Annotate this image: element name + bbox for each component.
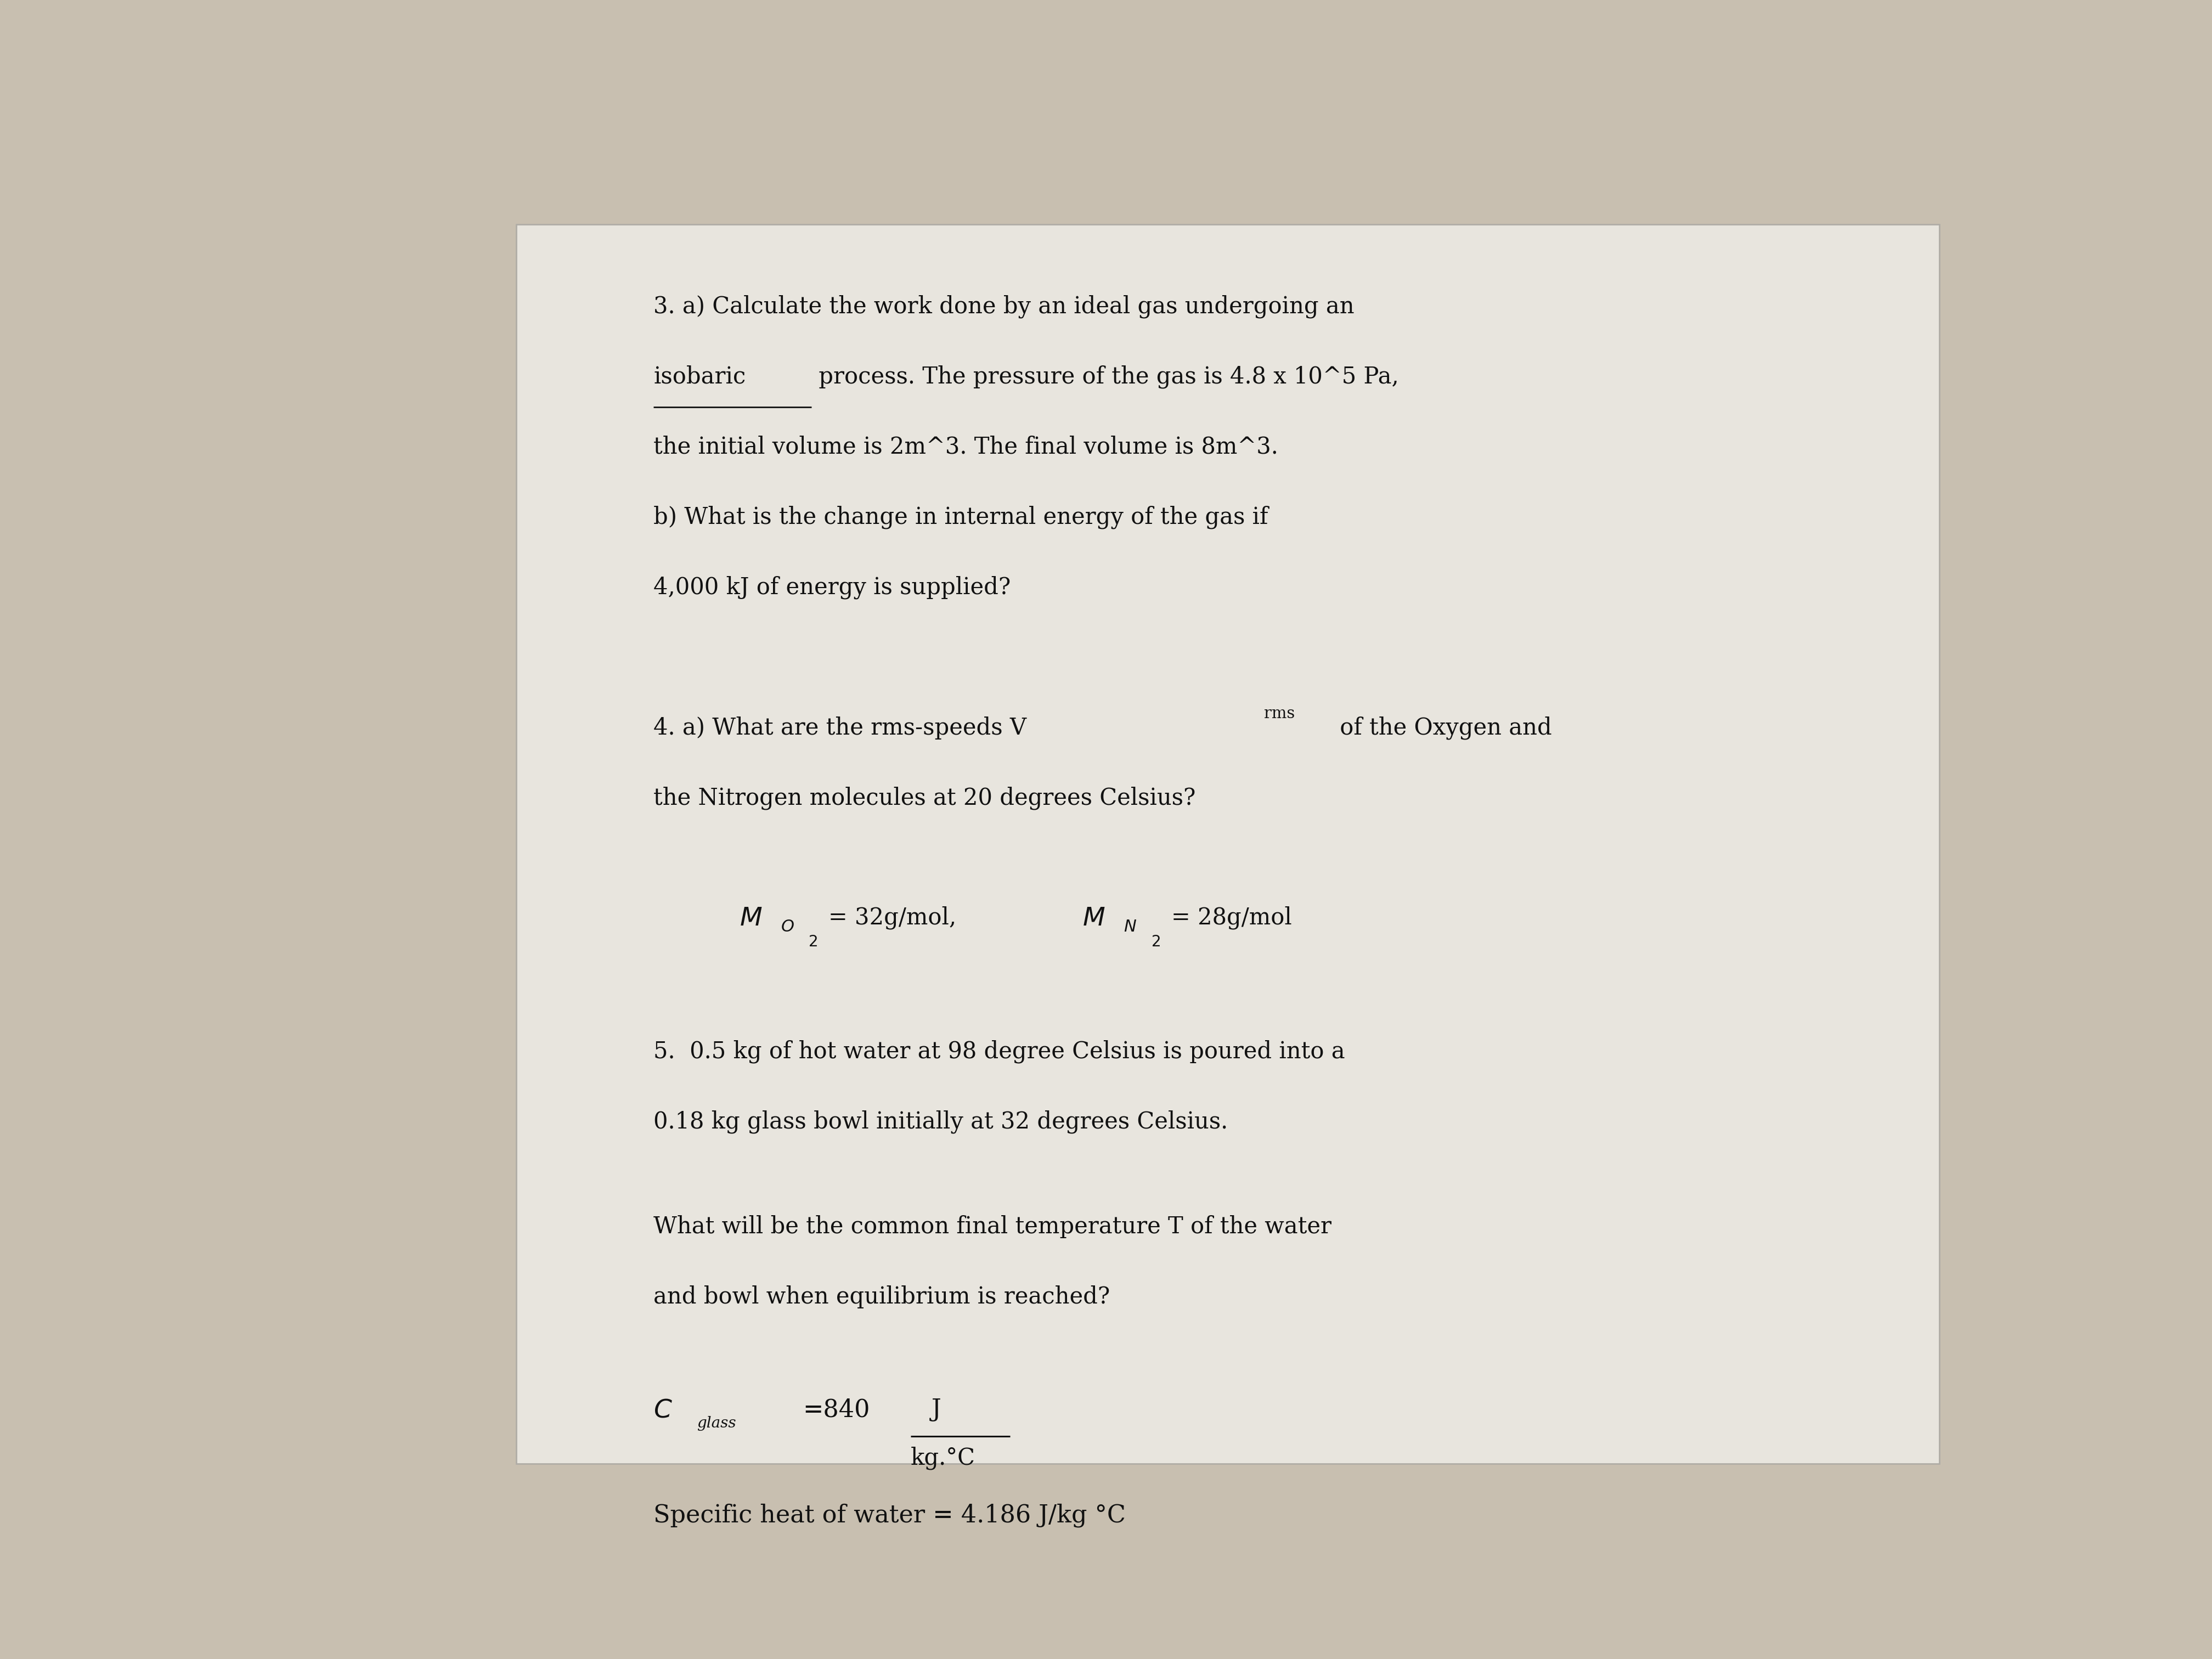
Text: $2$: $2$: [1150, 934, 1159, 949]
Text: the Nitrogen molecules at 20 degrees Celsius?: the Nitrogen molecules at 20 degrees Cel…: [655, 786, 1197, 810]
Text: the initial volume is 2m^3. The final volume is 8m^3.: the initial volume is 2m^3. The final vo…: [655, 435, 1279, 458]
Text: = 32g/mol,: = 32g/mol,: [830, 906, 956, 929]
Text: b) What is the change in internal energy of the gas if: b) What is the change in internal energy…: [655, 506, 1267, 529]
Text: Specific heat of water = 4.186 J/kg °C: Specific heat of water = 4.186 J/kg °C: [655, 1503, 1126, 1528]
Text: 4. a) What are the rms-speeds V: 4. a) What are the rms-speeds V: [655, 717, 1026, 740]
Text: What will be the common final temperature T of the water: What will be the common final temperatur…: [655, 1216, 1332, 1238]
Text: $N$: $N$: [1124, 919, 1137, 934]
Text: isobaric: isobaric: [655, 365, 745, 388]
FancyBboxPatch shape: [518, 224, 1940, 1463]
Text: J: J: [931, 1399, 940, 1422]
Text: kg.°C: kg.°C: [911, 1447, 975, 1470]
Text: rms: rms: [1263, 707, 1294, 722]
Text: $2$: $2$: [807, 934, 816, 949]
Text: 5.  0.5 kg of hot water at 98 degree Celsius is poured into a: 5. 0.5 kg of hot water at 98 degree Cels…: [655, 1040, 1345, 1063]
Text: = 28g/mol: = 28g/mol: [1172, 906, 1292, 929]
Text: $C$: $C$: [655, 1399, 672, 1423]
Text: 0.18 kg glass bowl initially at 32 degrees Celsius.: 0.18 kg glass bowl initially at 32 degre…: [655, 1110, 1228, 1133]
Text: 3. a) Calculate the work done by an ideal gas undergoing an: 3. a) Calculate the work done by an idea…: [655, 295, 1354, 319]
Text: =840: =840: [803, 1399, 869, 1422]
Text: $M$: $M$: [1082, 906, 1106, 931]
Text: of the Oxygen and: of the Oxygen and: [1332, 717, 1553, 740]
Text: $O$: $O$: [781, 919, 794, 934]
Text: process. The pressure of the gas is 4.8 x 10^5 Pa,: process. The pressure of the gas is 4.8 …: [812, 365, 1398, 388]
Text: $M$: $M$: [739, 906, 763, 931]
Text: and bowl when equilibrium is reached?: and bowl when equilibrium is reached?: [655, 1286, 1110, 1309]
Text: glass: glass: [697, 1415, 737, 1430]
Text: 4,000 kJ of energy is supplied?: 4,000 kJ of energy is supplied?: [655, 576, 1011, 599]
